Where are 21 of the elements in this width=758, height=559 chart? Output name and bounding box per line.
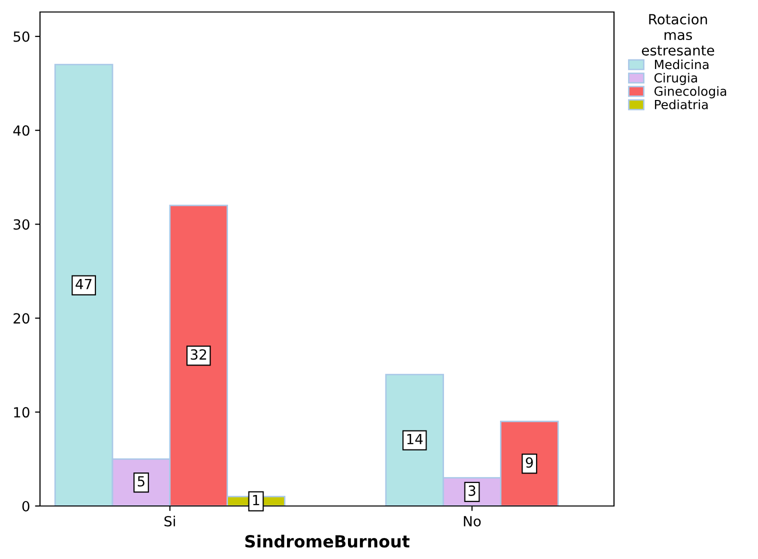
legend-label: Pediatria bbox=[654, 100, 708, 110]
y-tick-label: 50 bbox=[14, 31, 30, 42]
legend-label: Medicina bbox=[654, 60, 708, 70]
data-label: 9 bbox=[526, 457, 533, 468]
x-tick-label: Si bbox=[164, 516, 175, 526]
data-label: 1 bbox=[253, 495, 260, 506]
x-axis-title: SindromeBurnout bbox=[245, 534, 410, 548]
y-tick-label: 20 bbox=[14, 313, 30, 324]
y-tick-label: 30 bbox=[14, 219, 30, 230]
legend-title: Rotacion mas estresante bbox=[642, 14, 714, 56]
legend-label: Ginecologia bbox=[654, 86, 726, 98]
x-tick-label: No bbox=[464, 516, 481, 526]
data-label: 32 bbox=[190, 349, 206, 360]
data-label: 5 bbox=[138, 476, 144, 487]
legend-label: Cirugia bbox=[654, 72, 697, 85]
y-tick-label: 40 bbox=[13, 125, 30, 136]
data-label: 47 bbox=[76, 279, 92, 290]
y-tick-label: 0 bbox=[22, 500, 30, 512]
y-tick-label: 10 bbox=[14, 407, 30, 418]
data-label: 14 bbox=[407, 434, 423, 444]
data-label: 3 bbox=[468, 485, 476, 496]
